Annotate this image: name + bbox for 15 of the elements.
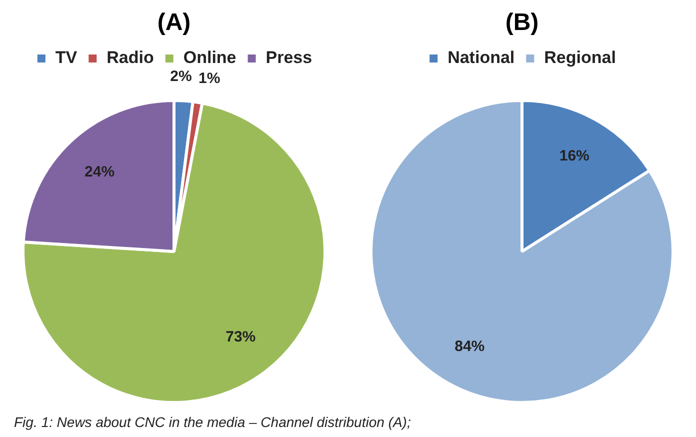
data-label: 16% xyxy=(559,147,590,164)
data-label: 24% xyxy=(84,163,115,180)
legend-label: National xyxy=(448,48,515,68)
legend-label: TV xyxy=(55,48,78,68)
data-label: 2% xyxy=(170,68,192,85)
chart-title: (B) xyxy=(504,8,540,38)
legend-label: Radio xyxy=(106,48,154,68)
caption: Fig. 1: News about CNC in the media – Channel distribution (A); xyxy=(14,414,411,430)
data-label: 84% xyxy=(454,338,485,355)
data-label: 1% xyxy=(198,70,220,87)
chart-title: (A) xyxy=(156,8,192,38)
legend-label: Online xyxy=(183,48,236,68)
legend-label: Regional xyxy=(544,48,616,68)
data-label: 73% xyxy=(226,328,256,346)
legend-label: Press xyxy=(266,48,312,68)
